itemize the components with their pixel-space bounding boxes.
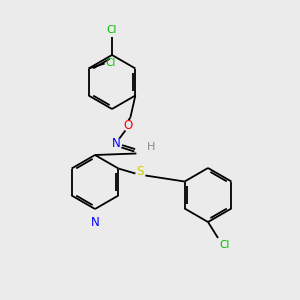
Text: S: S <box>137 165 144 178</box>
Text: Cl: Cl <box>107 25 117 35</box>
Text: O: O <box>124 119 133 132</box>
Text: N: N <box>112 137 121 150</box>
Text: Cl: Cl <box>219 240 230 250</box>
Text: H: H <box>146 142 155 152</box>
Text: N: N <box>91 216 99 229</box>
Text: Cl: Cl <box>106 58 116 68</box>
